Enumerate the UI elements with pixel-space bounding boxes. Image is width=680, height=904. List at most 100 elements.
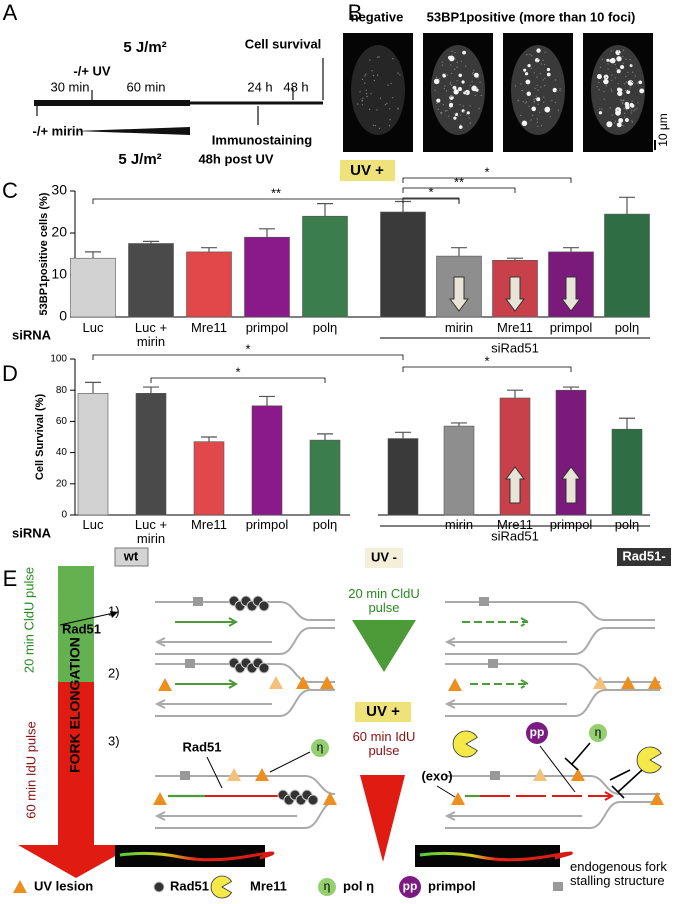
focus	[596, 74, 602, 80]
y-tick-label: 30	[51, 182, 67, 198]
error-bar	[85, 251, 101, 259]
x-tick-label: Luc + mirin	[134, 518, 168, 546]
pol-eta	[318, 878, 336, 896]
uv-lesion	[13, 880, 27, 893]
focus	[371, 70, 373, 72]
label: 24 h	[247, 79, 272, 94]
focus	[459, 103, 461, 106]
focus	[456, 61, 458, 64]
label-box: Mre11	[191, 321, 227, 335]
focus	[471, 81, 473, 83]
bar	[309, 439, 341, 516]
focus	[631, 81, 634, 84]
focus	[539, 111, 541, 114]
focus	[536, 118, 538, 120]
focus	[606, 121, 613, 128]
focus	[453, 68, 456, 70]
focus	[634, 109, 636, 111]
focus	[473, 72, 479, 78]
focus	[459, 125, 463, 129]
focus	[542, 101, 545, 104]
pointer-head	[110, 611, 118, 618]
focus	[544, 106, 551, 113]
focus	[475, 88, 479, 92]
focus	[546, 67, 551, 72]
focus	[536, 97, 541, 102]
focus	[435, 76, 438, 78]
focus	[535, 95, 537, 98]
focus	[606, 58, 610, 62]
significance-label: *	[484, 353, 489, 368]
y-tick-label: 60	[56, 416, 68, 427]
fork-strand	[155, 601, 335, 621]
fork-strand	[445, 689, 660, 717]
focus	[625, 109, 628, 111]
nascent-lagging	[154, 637, 272, 647]
focus	[365, 89, 368, 91]
nascent-lagging	[154, 811, 297, 821]
focus	[626, 81, 629, 84]
focus	[530, 119, 532, 121]
focus	[537, 58, 539, 60]
focus	[540, 63, 543, 65]
focus	[557, 109, 560, 111]
focus	[529, 53, 531, 56]
bar	[604, 213, 650, 318]
primpol	[399, 876, 421, 898]
focus	[450, 64, 452, 66]
focus	[465, 113, 468, 116]
focus	[451, 95, 453, 98]
focus	[364, 75, 366, 77]
error-bar	[619, 417, 635, 430]
focus	[617, 82, 619, 85]
label-box: Mre11	[497, 321, 533, 335]
bar	[302, 215, 348, 318]
focus	[613, 122, 616, 124]
focus	[536, 84, 538, 87]
focus	[443, 87, 445, 90]
significance-label: *	[245, 341, 250, 356]
focus	[526, 54, 528, 56]
focus	[462, 105, 464, 107]
focus	[454, 112, 457, 115]
focus	[617, 90, 623, 97]
focus	[521, 89, 523, 92]
focus	[533, 98, 535, 101]
focus	[539, 72, 542, 75]
focus	[537, 89, 539, 91]
fork-strand	[155, 627, 335, 655]
focus	[527, 64, 531, 68]
focus	[388, 125, 391, 127]
error-bar	[259, 395, 275, 406]
pointer	[539, 745, 576, 793]
nascent-lagging	[444, 699, 567, 709]
focus	[439, 78, 441, 80]
focus	[543, 96, 545, 98]
focus	[433, 78, 440, 85]
error-bar	[563, 247, 579, 252]
focus	[468, 117, 470, 119]
y-tick-label: 0	[59, 308, 67, 324]
label: wt	[123, 548, 139, 563]
label: (exo)	[421, 768, 452, 783]
label-box: polη	[313, 321, 338, 335]
stalling-structure	[490, 771, 500, 780]
focus	[517, 99, 520, 102]
wt-box	[114, 547, 149, 567]
focus	[630, 112, 633, 114]
error-bar	[395, 200, 411, 212]
focus	[629, 58, 631, 61]
focus	[459, 124, 462, 126]
focus	[450, 72, 453, 75]
focus	[379, 97, 382, 99]
panel-label: C	[2, 178, 18, 203]
fork-strand	[445, 663, 660, 683]
focus	[387, 84, 389, 86]
uv-plus-box	[355, 702, 411, 722]
focus	[623, 107, 625, 110]
fork-strand	[155, 775, 336, 795]
focus	[631, 109, 633, 112]
uv-lesion	[158, 678, 172, 691]
focus	[622, 62, 624, 65]
focus	[552, 87, 557, 93]
